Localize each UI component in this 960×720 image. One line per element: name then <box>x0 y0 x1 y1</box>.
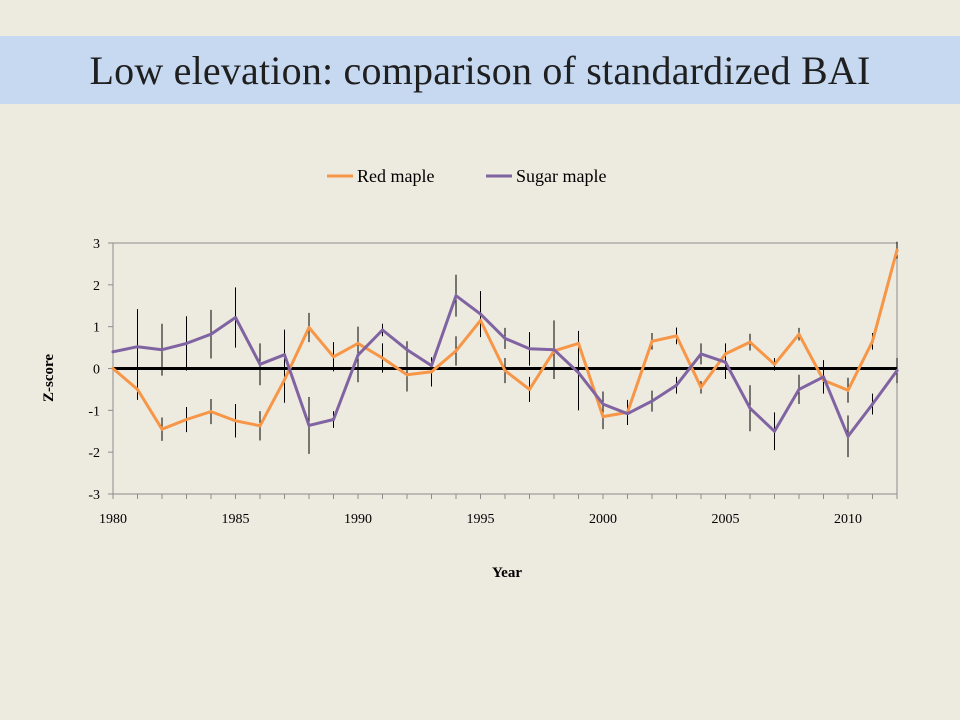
data-point-red-maple <box>724 352 727 356</box>
data-point-sugar-maple <box>160 348 164 352</box>
y-tick-label: 0 <box>93 363 100 378</box>
data-point-sugar-maple <box>356 353 360 357</box>
y-tick-label: 2 <box>93 279 100 294</box>
x-tick-label: 1990 <box>344 512 372 527</box>
y-tick-label: 1 <box>93 321 100 336</box>
data-point-red-maple <box>675 334 678 338</box>
data-point-red-maple <box>846 388 850 392</box>
data-point-sugar-maple <box>675 383 678 387</box>
data-point-red-maple <box>234 419 237 423</box>
data-point-red-maple <box>332 355 335 359</box>
data-point-red-maple <box>650 339 654 343</box>
data-point-sugar-maple <box>748 406 752 410</box>
data-point-red-maple <box>185 418 188 422</box>
data-point-sugar-maple <box>601 402 605 406</box>
data-point-red-maple <box>283 378 286 382</box>
data-point-sugar-maple <box>699 352 703 356</box>
data-point-red-maple <box>699 385 703 389</box>
data-point-red-maple <box>895 248 899 252</box>
data-point-sugar-maple <box>332 418 335 422</box>
data-point-sugar-maple <box>577 371 580 375</box>
data-point-red-maple <box>209 410 213 414</box>
data-point-red-maple <box>479 318 482 322</box>
y-tick-label: 3 <box>93 237 100 252</box>
data-point-red-maple <box>405 373 409 377</box>
data-point-red-maple <box>307 326 311 330</box>
data-point-red-maple <box>797 332 801 336</box>
slide-title: Low elevation: comparison of standardize… <box>89 47 871 93</box>
data-point-red-maple <box>773 362 776 366</box>
data-point-sugar-maple <box>846 434 850 438</box>
data-point-sugar-maple <box>185 341 188 345</box>
data-point-sugar-maple <box>307 423 311 427</box>
legend-label-red-maple: Red maple <box>357 166 434 186</box>
y-axis-label: Z-score <box>41 354 57 402</box>
data-point-red-maple <box>528 387 531 391</box>
data-point-sugar-maple <box>430 364 433 368</box>
data-point-sugar-maple <box>895 369 899 373</box>
data-point-sugar-maple <box>503 336 507 340</box>
x-tick-label: 1995 <box>467 512 495 527</box>
x-tick-label: 1985 <box>222 512 250 527</box>
data-point-red-maple <box>258 424 262 428</box>
legend-label-sugar-maple: Sugar maple <box>516 166 606 186</box>
data-point-sugar-maple <box>528 347 531 351</box>
data-point-sugar-maple <box>258 362 262 366</box>
x-tick-label: 2005 <box>712 512 740 527</box>
data-point-sugar-maple <box>111 350 115 354</box>
data-point-sugar-maple <box>454 294 458 298</box>
data-point-red-maple <box>430 370 433 374</box>
data-point-sugar-maple <box>626 412 629 416</box>
data-point-red-maple <box>748 340 752 344</box>
data-point-sugar-maple <box>283 353 286 357</box>
data-point-sugar-maple <box>822 375 825 379</box>
y-tick-label: -2 <box>88 446 100 461</box>
data-point-sugar-maple <box>234 315 237 319</box>
data-point-sugar-maple <box>479 312 482 316</box>
y-tick-label: -3 <box>88 488 100 503</box>
y-tick-label: -1 <box>88 404 100 419</box>
data-point-red-maple <box>454 349 458 353</box>
data-point-sugar-maple <box>405 348 409 352</box>
data-point-red-maple <box>160 427 164 431</box>
data-point-sugar-maple <box>724 360 727 364</box>
series-lines <box>111 248 899 438</box>
data-point-red-maple <box>136 387 139 391</box>
data-point-red-maple <box>356 341 360 345</box>
x-tick-label: 2010 <box>834 512 862 527</box>
data-point-red-maple <box>111 367 115 370</box>
data-point-sugar-maple <box>136 345 139 349</box>
data-point-red-maple <box>871 339 874 343</box>
data-point-sugar-maple <box>381 328 384 332</box>
data-point-red-maple <box>381 356 384 360</box>
data-point-sugar-maple <box>209 332 213 336</box>
data-point-red-maple <box>601 415 605 419</box>
chart-legend: Red maple Sugar maple <box>327 166 606 186</box>
chart-axes: -3 -2 -1 0 1 2 3 1980 1985 1990 1995 2000 2005 2010 <box>88 237 898 527</box>
x-axis-label: Year <box>492 565 522 581</box>
data-point-sugar-maple <box>650 399 654 403</box>
data-point-sugar-maple <box>773 429 776 433</box>
x-tick-label: 1980 <box>99 512 127 527</box>
data-point-red-maple <box>577 341 580 345</box>
x-tick-label: 2000 <box>589 512 617 527</box>
data-point-sugar-maple <box>871 402 874 406</box>
data-point-sugar-maple <box>797 387 801 391</box>
data-point-sugar-maple <box>552 348 556 352</box>
title-band: Low elevation: comparison of standardize… <box>0 36 960 104</box>
data-point-red-maple <box>503 369 507 373</box>
